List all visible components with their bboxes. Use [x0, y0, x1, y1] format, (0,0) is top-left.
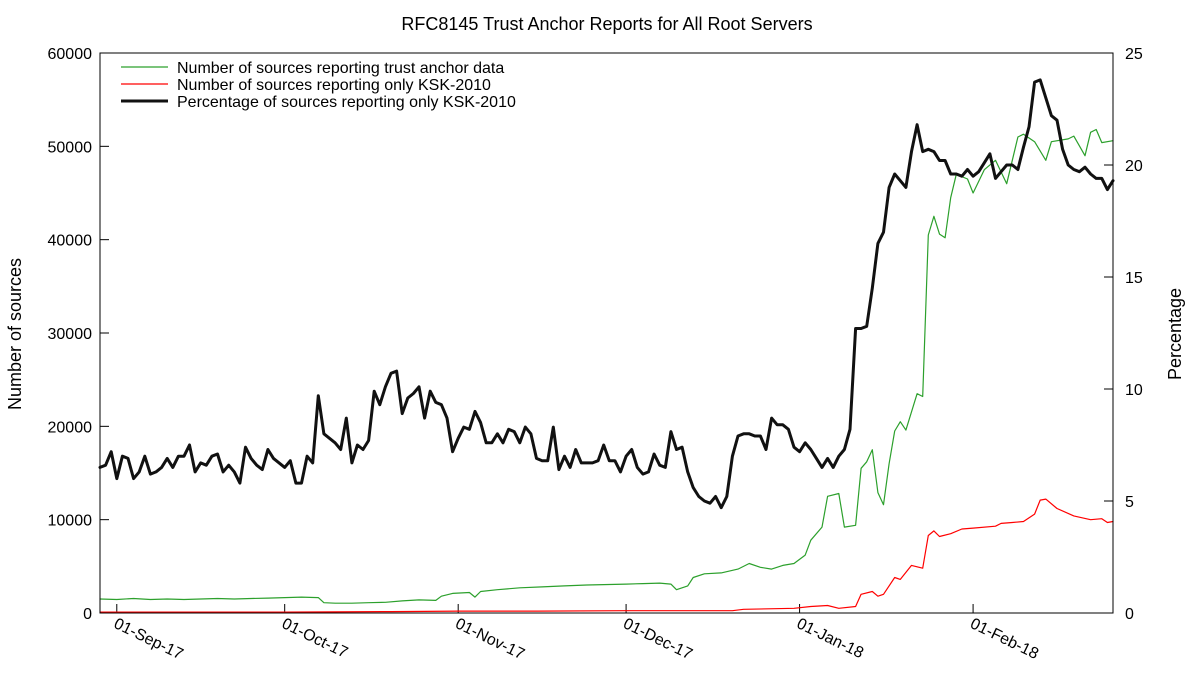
series-line-2 [99, 498, 1114, 613]
x-tick-label: 01-Sep-17 [111, 615, 186, 663]
y2-tick-label: 25 [1125, 46, 1143, 63]
y-axis-label: Number of sources [5, 258, 25, 410]
y2-tick-label: 5 [1125, 494, 1134, 511]
tick-layer: 0 10000 20000 30000 40000 50000 60000 0 5 10 15 20 2… [48, 46, 1143, 663]
series-line-3 [98, 78, 1115, 510]
chart-title: RFC8145 Trust Anchor Reports for All Roo… [401, 14, 812, 34]
y-tick-label: 20000 [48, 419, 93, 436]
legend-entry: Number of sources reporting trust anchor… [177, 60, 504, 77]
y2-tick-label: 15 [1125, 270, 1143, 287]
x-tick-label: 01-Jan-18 [794, 615, 866, 662]
legend: Number of sources reporting trust anchor… [121, 60, 516, 111]
plot-frame [99, 52, 1114, 614]
series-layer [98, 78, 1115, 613]
x-tick-label: 01-Oct-17 [279, 615, 350, 662]
y-tick-label: 50000 [48, 139, 93, 156]
x-tick-label: 01-Feb-18 [967, 615, 1041, 663]
x-tick-label: 01-Dec-17 [620, 615, 695, 663]
y-tick-label: 10000 [48, 513, 93, 530]
legend-entry: Percentage of sources reporting only KSK… [177, 94, 516, 111]
y-tick-label: 30000 [48, 326, 93, 343]
series-line-1 [99, 128, 1114, 604]
x-tick-label: 01-Nov-17 [452, 615, 527, 663]
y2-tick-label: 20 [1125, 158, 1143, 175]
y2-axis-label: Percentage [1165, 288, 1185, 380]
y2-tick-label: 0 [1125, 606, 1134, 623]
y-tick-label: 60000 [48, 46, 93, 63]
y-tick-label: 0 [83, 606, 92, 623]
y2-tick-label: 10 [1125, 382, 1143, 399]
y-tick-label: 40000 [48, 233, 93, 250]
legend-entry: Number of sources reporting only KSK-201… [177, 77, 491, 94]
